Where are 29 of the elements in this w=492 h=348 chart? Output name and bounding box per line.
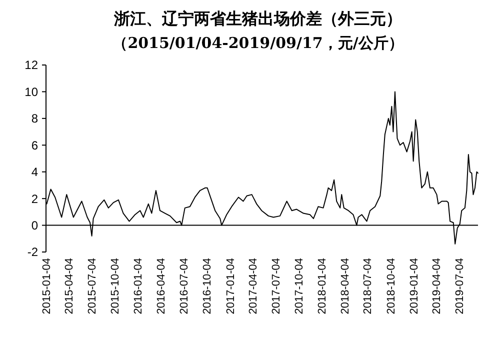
x-tick-label: 2018-04-04 bbox=[339, 258, 352, 314]
y-tick-label: 12 bbox=[24, 58, 38, 72]
x-tick-label: 2017-10-04 bbox=[293, 258, 306, 314]
x-tick-label: 2017-07-04 bbox=[270, 258, 282, 314]
chart-title: 浙江、辽宁两省生猪出场价差（外三元） bbox=[113, 9, 402, 28]
x-tick-label: 2019-01-04 bbox=[408, 258, 420, 314]
x-tick-label: 2016-04-04 bbox=[156, 258, 168, 314]
x-tick-label: 2018-01-04 bbox=[316, 258, 329, 314]
x-tick-label: 2016-10-04 bbox=[202, 258, 214, 314]
y-tick-label: 10 bbox=[24, 84, 38, 99]
x-tick-label: 2019-04-04 bbox=[431, 258, 444, 314]
x-tick-label: 2019-07-04 bbox=[454, 258, 466, 314]
y-tick-label: 4 bbox=[31, 165, 38, 180]
x-tick-label: 2016-07-04 bbox=[178, 258, 190, 314]
x-tick-label: 2018-10-04 bbox=[385, 258, 398, 314]
x-tick-label: 2016-01-04 bbox=[132, 258, 145, 314]
x-tick-label: 2017-04-04 bbox=[247, 258, 260, 314]
y-tick-label: 6 bbox=[31, 138, 38, 152]
y-tick-label: 2 bbox=[31, 192, 38, 206]
x-tick-label: 2018-07-04 bbox=[362, 258, 374, 314]
x-tick-label: 2017-01-04 bbox=[224, 258, 237, 314]
y-tick-label: 0 bbox=[31, 218, 38, 232]
y-tick-label: 8 bbox=[31, 112, 38, 126]
x-tick-label: 2015-07-04 bbox=[86, 258, 98, 314]
y-tick-label: -2 bbox=[27, 245, 38, 260]
x-tick-label: 2015-04-04 bbox=[63, 258, 76, 314]
x-tick-label: 2015-01-04 bbox=[40, 258, 53, 314]
chart-subtitle: （2015/01/04-2019/09/17，元/公斤） bbox=[112, 34, 404, 52]
x-tick-label: 2015-10-04 bbox=[110, 258, 122, 314]
